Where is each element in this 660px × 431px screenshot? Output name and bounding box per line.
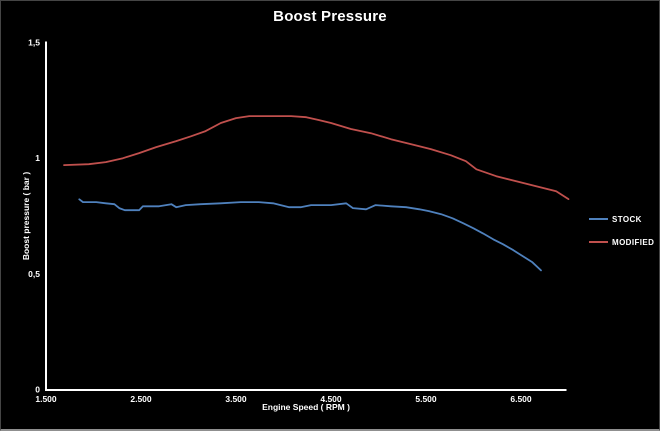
y-tick-label: 0	[35, 385, 40, 395]
modified-line-swatch-icon	[589, 241, 608, 243]
x-tick-label: 1.500	[35, 394, 57, 404]
x-axis-title: Engine Speed ( RPM )	[262, 402, 350, 412]
legend-item-modified: MODIFIED	[589, 237, 654, 247]
stock-line	[78, 198, 542, 272]
legend: STOCK MODIFIED	[589, 214, 654, 260]
y-tick-label: 1,5	[28, 38, 40, 48]
x-tick-label: 2.500	[130, 394, 152, 404]
legend-label-stock: STOCK	[612, 214, 642, 224]
legend-label-modified: MODIFIED	[612, 237, 655, 247]
legend-item-stock: STOCK	[589, 214, 654, 224]
x-tick-label: 5.500	[415, 394, 437, 404]
modified-line	[63, 115, 570, 201]
chart-title: Boost Pressure	[273, 8, 387, 25]
y-tick-label: 1	[35, 153, 40, 163]
x-tick-label: 4.500	[320, 394, 342, 404]
y-axis-title: Boost pressure ( bar )	[21, 171, 31, 261]
x-tick-label: 3.500	[225, 394, 247, 404]
y-tick-label: 0,5	[28, 269, 40, 279]
x-tick-label: 6.500	[510, 394, 532, 404]
stock-line-swatch-icon	[589, 218, 608, 220]
